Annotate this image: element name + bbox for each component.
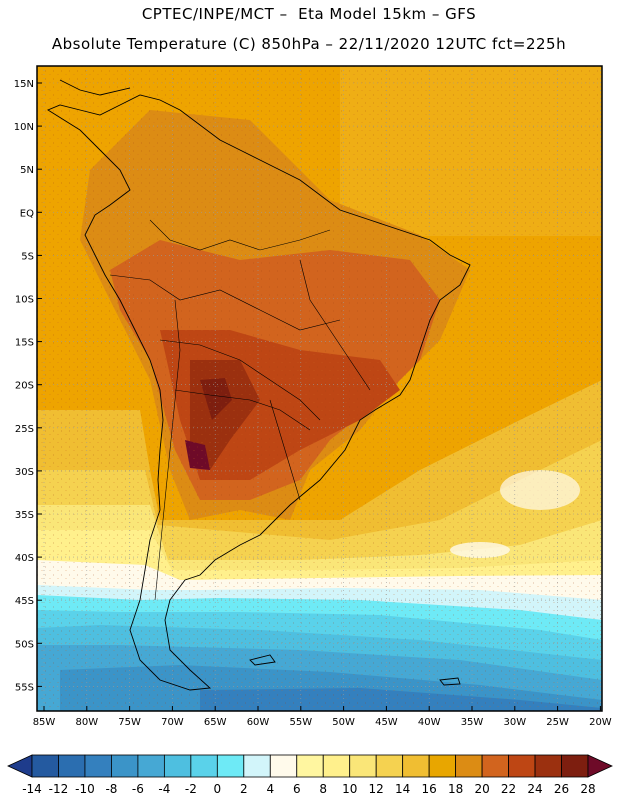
lon-label: 30W — [503, 717, 526, 728]
lat-label: 35S — [15, 510, 34, 521]
lat-label: 15N — [14, 79, 34, 90]
colorbar-label: 26 — [554, 782, 569, 796]
colorbar-swatch — [163, 754, 192, 778]
lat-label: 40S — [15, 553, 34, 564]
colorbar-label: 16 — [422, 782, 437, 796]
colorbar-swatch — [296, 754, 324, 778]
coastline — [47, 79, 471, 691]
colorbar-label: -2 — [185, 782, 197, 796]
colorbar-label: 14 — [395, 782, 410, 796]
colorbar-label: -6 — [132, 782, 144, 796]
lat-label: 25S — [15, 424, 34, 435]
colorbar-swatch — [322, 754, 351, 778]
lon-label: 60W — [247, 717, 270, 728]
colorbar-swatch — [481, 754, 509, 778]
lat-label: 20S — [15, 381, 34, 392]
colorbar-label: 8 — [319, 782, 327, 796]
country-borders — [109, 219, 371, 601]
colorbar-label: 10 — [342, 782, 357, 796]
colorbar-label: 20 — [474, 782, 489, 796]
chart-title-line2: Absolute Temperature (C) 850hPa – 22/11/… — [51, 35, 567, 53]
latitude-labels: 15N 10N 5N EQ 5S 10S 15S 20S 25S 30S 35S 40S 45S 50S 5… — [14, 79, 42, 693]
colorbar-label: 28 — [580, 782, 595, 796]
lon-label: 35W — [461, 717, 484, 728]
colorbar-swatch — [84, 754, 112, 778]
longitude-labels: 85W 80W 75W 70W 65W 60W 55W 50W 45W 40W 35W 30W 25W 2… — [33, 706, 612, 728]
lat-label: 5N — [20, 165, 34, 176]
colorbar-swatch — [111, 754, 139, 778]
colorbar-min-arrow — [7, 754, 33, 778]
lon-label: 55W — [289, 717, 312, 728]
colorbar-label: 4 — [266, 782, 274, 796]
colorbar-swatch — [455, 754, 483, 778]
colorbar-swatch — [190, 754, 218, 778]
colorbar-label: 12 — [369, 782, 384, 796]
colorbar-max-arrow — [587, 754, 613, 778]
colorbar-label: 0 — [214, 782, 222, 796]
colorbar-swatch — [31, 754, 59, 778]
lat-label: 50S — [15, 639, 34, 650]
lon-label: 85W — [33, 717, 56, 728]
lon-label: 50W — [332, 717, 355, 728]
colorbar-label: -4 — [158, 782, 170, 796]
lon-label: 70W — [161, 717, 184, 728]
colorbar-swatch — [428, 754, 457, 778]
colorbar-label: 6 — [293, 782, 301, 796]
lat-label: 15S — [15, 338, 34, 349]
colorbar-swatch — [216, 754, 245, 778]
temperature-field — [37, 66, 602, 711]
colorbar-label: -14 — [22, 782, 42, 796]
colorbar-label: 18 — [448, 782, 463, 796]
colorbar-swatch — [402, 754, 430, 778]
lon-label: 80W — [75, 717, 98, 728]
lon-label: 75W — [118, 717, 141, 728]
colorbar-swatch — [349, 754, 377, 778]
lon-label: 20W — [589, 717, 612, 728]
colorbar-label: -12 — [49, 782, 69, 796]
colorbar-swatch — [269, 754, 298, 778]
colorbar-swatch — [561, 754, 589, 778]
chart-title-line1: CPTEC/INPE/MCT – Eta Model 15km – GFS — [141, 5, 477, 23]
lon-label: 40W — [418, 717, 441, 728]
lat-label: 45S — [15, 596, 34, 607]
colorbar-swatch — [375, 754, 404, 778]
colorbar-label: 2 — [240, 782, 248, 796]
lat-label: 10S — [15, 295, 34, 306]
colorbar-swatch — [243, 754, 271, 778]
colorbar-swatch — [58, 754, 86, 778]
lon-label: 65W — [204, 717, 227, 728]
colorbar-label: 22 — [501, 782, 516, 796]
colorbar: -14 -12 -10 -8 -6 -4 -2 0 2 4 6 8 10 12 14 16 18 20 22 24 26… — [7, 754, 613, 796]
lon-label: 25W — [546, 717, 569, 728]
lat-label: 10N — [14, 122, 34, 133]
colorbar-swatch — [508, 754, 536, 778]
lat-label: EQ — [20, 208, 34, 219]
lat-label: 5S — [21, 251, 34, 262]
map-frame — [36, 65, 603, 712]
colorbar-label: -8 — [105, 782, 117, 796]
lon-label: 45W — [375, 717, 398, 728]
colorbar-swatch — [534, 754, 562, 778]
lat-label: 30S — [15, 467, 34, 478]
colorbar-label: 24 — [527, 782, 542, 796]
colorbar-label: -10 — [75, 782, 95, 796]
colorbar-swatch — [137, 754, 165, 778]
lat-label: 55S — [15, 682, 34, 693]
